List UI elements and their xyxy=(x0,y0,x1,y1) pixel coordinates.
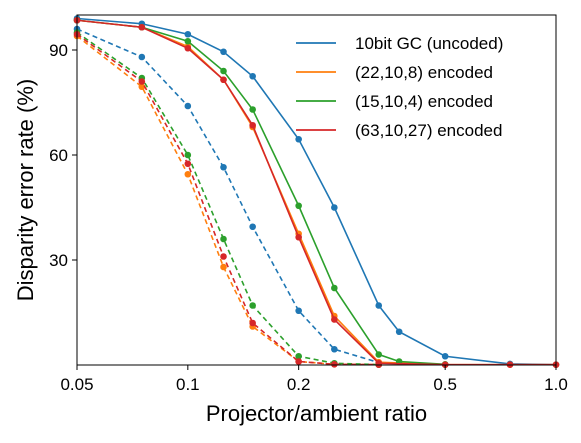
series-0-dashed-point-1 xyxy=(138,53,146,61)
x-tick-label-0: 0.05 xyxy=(60,375,93,394)
series-2-solid-point-7 xyxy=(375,351,383,358)
series-3-dashed-point-5 xyxy=(295,358,302,365)
series-0-solid-line xyxy=(76,17,557,366)
series-2-solid-point-2 xyxy=(184,37,192,45)
series-0-solid-point-4 xyxy=(249,72,256,80)
legend: 10bit GC (uncoded) (22,10,8) encoded (15,1… xyxy=(296,34,503,140)
y-tick-label-1: 60 xyxy=(49,146,68,165)
series-0-solid-point-7 xyxy=(375,302,383,309)
series-3-solid-point-2 xyxy=(184,44,192,52)
series-0-solid-point-9 xyxy=(441,352,449,360)
series-3-solid-point-7 xyxy=(375,359,383,367)
series-3-solid-point-6 xyxy=(331,316,338,323)
series-1-dashed-point-2 xyxy=(184,170,192,178)
series-2-dashed-point-3 xyxy=(220,235,227,243)
y-tick-label-2: 90 xyxy=(49,41,68,60)
series-0-solid-point-6 xyxy=(331,204,338,211)
series-3-dashed-point-6 xyxy=(331,361,338,368)
series-2-solid-line xyxy=(76,19,446,366)
series-0-dashed-point-2 xyxy=(184,102,192,110)
series-2-dashed-point-4 xyxy=(249,302,256,309)
y-axis-title: Disparity error rate (%) xyxy=(13,79,38,301)
series-2-solid-point-6 xyxy=(331,284,338,292)
series-2-solid-point-5 xyxy=(295,202,302,210)
series-0-solid-point-2 xyxy=(184,30,192,38)
series-3-dashed-point-1 xyxy=(138,78,146,85)
y-tick-label-0: 30 xyxy=(49,251,68,270)
legend-label-1: (22,10,8) encoded xyxy=(355,63,493,82)
series-2-dashed-line xyxy=(76,31,379,366)
series-2-solid-point-3 xyxy=(220,67,227,75)
series-0-solid-point-8 xyxy=(395,328,403,336)
series-3-dashed-point-3 xyxy=(220,253,227,260)
legend-label-2: (15,10,4) encoded xyxy=(355,92,493,111)
x-tick-label-1: 0.1 xyxy=(176,375,200,394)
series-3-solid-point-4 xyxy=(249,121,256,129)
series-0-solid-point-5 xyxy=(295,135,302,143)
x-tick-label-2: 0.2 xyxy=(287,375,311,394)
axes-layer: 0.05 0.1 0.2 0.5 1.0 30 60 90 xyxy=(49,41,568,394)
x-tick-label-3: 0.5 xyxy=(433,375,457,394)
legend-label-0: 10bit GC (uncoded) xyxy=(355,34,503,53)
series-2-dashed-point-2 xyxy=(184,151,192,159)
series-2-solid-point-4 xyxy=(249,106,256,113)
series-2-dashed-point-5 xyxy=(295,352,302,360)
series-3-dashed-point-2 xyxy=(184,160,192,168)
x-axis-title: Projector/ambient ratio xyxy=(206,401,427,426)
series-0-solid-point-3 xyxy=(220,48,227,56)
series-3-dashed-point-4 xyxy=(249,319,256,327)
series-1-dashed-point-3 xyxy=(220,263,227,271)
series-0-dashed-point-4 xyxy=(249,223,256,231)
series-0-dashed-point-6 xyxy=(331,345,338,353)
series-3-solid-point-1 xyxy=(138,23,146,31)
legend-label-3: (63,10,27) encoded xyxy=(355,121,502,140)
series-0-dashed-point-3 xyxy=(220,163,227,171)
series-1-dashed-point-1 xyxy=(138,83,146,91)
plot-frame xyxy=(76,14,557,366)
series-3-solid-point-3 xyxy=(220,76,227,84)
series-3-solid-point-5 xyxy=(295,233,302,241)
x-tick-label-4: 1.0 xyxy=(544,375,568,394)
series-0-dashed-point-5 xyxy=(295,307,302,315)
marks-layer xyxy=(73,15,560,368)
series-3-dashed-line xyxy=(76,33,379,366)
